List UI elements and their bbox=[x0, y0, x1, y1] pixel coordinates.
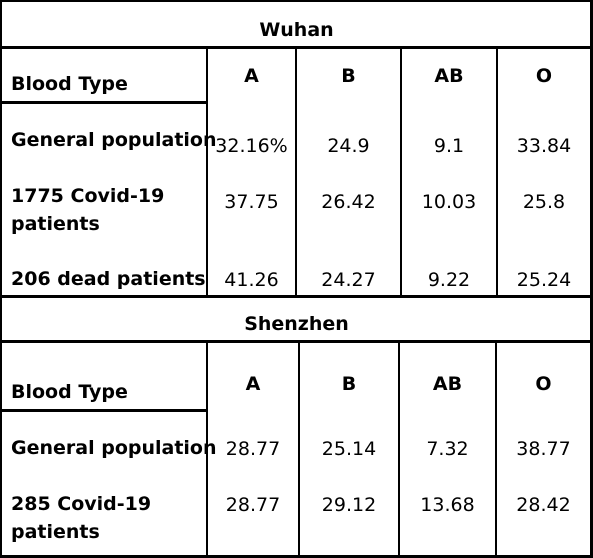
table-cell: 33.84 bbox=[516, 135, 572, 157]
table-cell: 41.26 bbox=[224, 269, 279, 291]
header-col-a: A bbox=[244, 65, 259, 87]
divider-wuhan-header bbox=[0, 101, 206, 104]
header-label: Blood Type bbox=[11, 381, 128, 403]
table-cell: 13.68 bbox=[420, 494, 475, 516]
table-cell: 28.77 bbox=[225, 438, 281, 460]
wuhan-col-divider bbox=[496, 47, 498, 297]
row-label: General population bbox=[11, 129, 217, 151]
table-border-bottom bbox=[0, 555, 593, 558]
header-col-a: A bbox=[245, 373, 261, 395]
table-cell: 24.9 bbox=[327, 135, 370, 157]
row-label: 285 Covid-19 patients bbox=[11, 493, 152, 543]
header-col-b: B bbox=[341, 373, 357, 395]
table-cell: 9.1 bbox=[433, 135, 465, 157]
table-cell: 38.77 bbox=[516, 438, 571, 460]
table-cell: 10.03 bbox=[421, 191, 477, 213]
header-col-o: O bbox=[535, 373, 552, 395]
header-col-ab: AB bbox=[432, 373, 463, 395]
row-label: 206 dead patients bbox=[11, 268, 206, 290]
table-cell: 32.16% bbox=[215, 135, 288, 157]
header-col-ab: AB bbox=[434, 65, 464, 87]
table-cell: 37.75 bbox=[224, 191, 279, 213]
table-border-right bbox=[590, 0, 593, 558]
wuhan-col-divider bbox=[206, 47, 208, 297]
table-cell: 25.14 bbox=[321, 438, 377, 460]
table-cell: 25.8 bbox=[522, 191, 566, 213]
table-cell: 25.24 bbox=[516, 269, 572, 291]
divider-shenzhen-title bbox=[0, 340, 593, 343]
table-cell: 28.77 bbox=[225, 494, 281, 516]
table-border-top bbox=[0, 0, 593, 2]
divider-shenzhen-header bbox=[0, 409, 206, 412]
wuhan-col-divider bbox=[400, 47, 402, 297]
table-cell: 7.32 bbox=[426, 438, 469, 460]
section-title-shenzhen: Shenzhen bbox=[244, 313, 349, 335]
table-cell: 26.42 bbox=[321, 191, 376, 213]
header-col-o: O bbox=[535, 65, 553, 87]
shenzhen-col-divider bbox=[495, 341, 497, 557]
shenzhen-col-divider bbox=[298, 341, 300, 557]
shenzhen-col-divider bbox=[206, 341, 208, 557]
row-label: 1775 Covid-19 patients bbox=[11, 185, 165, 235]
row-label: General population bbox=[11, 437, 217, 459]
wuhan-col-divider bbox=[295, 47, 297, 297]
table-border-left bbox=[0, 0, 2, 558]
header-label: Blood Type bbox=[11, 73, 128, 95]
table-cell: 29.12 bbox=[321, 494, 377, 516]
shenzhen-col-divider bbox=[398, 341, 400, 557]
section-title-wuhan: Wuhan bbox=[259, 19, 334, 41]
header-col-b: B bbox=[341, 65, 356, 87]
table-cell: 28.42 bbox=[516, 494, 571, 516]
table-cell: 24.27 bbox=[321, 269, 376, 291]
table-cell: 9.22 bbox=[427, 269, 471, 291]
